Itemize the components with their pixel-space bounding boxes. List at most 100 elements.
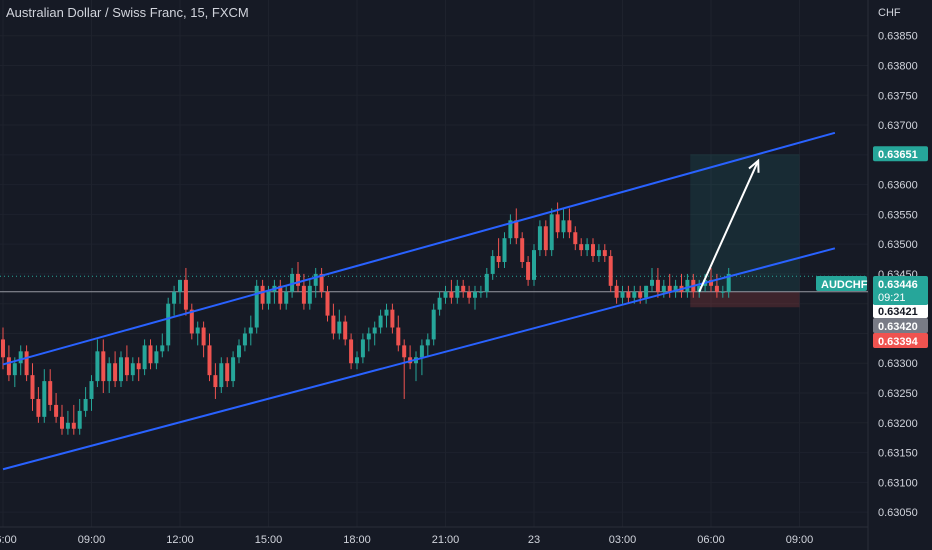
overlay xyxy=(698,158,760,293)
candle-body xyxy=(284,291,289,304)
candle-body xyxy=(614,285,619,298)
price-label-text: 0.63420 xyxy=(878,321,918,333)
price-tick-label: 0.63150 xyxy=(878,448,918,460)
time-tick-label: 09:00 xyxy=(786,534,814,546)
candle-body xyxy=(455,285,460,298)
candle-body xyxy=(443,291,448,298)
candle-body xyxy=(30,375,35,399)
candle-body xyxy=(726,273,731,292)
candle-body xyxy=(585,244,590,251)
time-tick-label: 23 xyxy=(528,534,540,546)
candle-body xyxy=(378,315,383,328)
candle-body xyxy=(608,256,613,286)
time-tick-label: 12:00 xyxy=(166,534,194,546)
candle-body xyxy=(473,291,477,298)
price-label-stop: 0.63394 xyxy=(873,333,928,348)
symbol-tag-text: AUDCHF xyxy=(821,279,868,291)
candle-body xyxy=(543,226,548,251)
candle-body xyxy=(325,291,330,316)
candles xyxy=(1,202,731,435)
candle-body xyxy=(650,279,654,286)
candle-body xyxy=(372,327,377,334)
candle-body xyxy=(83,398,88,411)
candle-body xyxy=(278,285,283,304)
price-tick-label: 0.63600 xyxy=(878,180,918,192)
target-zone xyxy=(690,154,800,292)
price-tick-label: 0.63850 xyxy=(878,31,918,43)
candle-body xyxy=(24,351,29,376)
current-price-text: 0.63446 xyxy=(878,279,918,291)
price-tick-label: 0.63500 xyxy=(878,239,918,251)
candle-body xyxy=(54,404,59,417)
candle-body xyxy=(195,327,200,334)
candle-body xyxy=(596,250,601,257)
candle-body xyxy=(42,381,47,417)
price-label-bg xyxy=(873,318,928,333)
candle-body xyxy=(655,279,660,292)
price-axis: CHF0.638500.638000.637500.637000.636500.… xyxy=(816,7,928,519)
price-label-bg xyxy=(873,303,928,318)
candle-body xyxy=(366,333,371,340)
price-tick-label: 0.63250 xyxy=(878,388,918,400)
candle-body xyxy=(331,315,336,334)
candle-body xyxy=(231,357,236,382)
candle-body xyxy=(437,297,442,310)
time-tick-label: 06:00 xyxy=(0,534,17,546)
candle-body xyxy=(225,363,230,382)
candle-body xyxy=(65,422,70,429)
candle-body xyxy=(537,226,542,251)
candle-body xyxy=(166,303,171,346)
candle-body xyxy=(154,351,159,364)
price-label-bg xyxy=(873,333,928,348)
candle-body xyxy=(490,256,495,274)
candle-body xyxy=(549,214,554,251)
candle-body xyxy=(343,321,348,340)
candle-body xyxy=(124,357,129,376)
candle-body xyxy=(119,357,123,382)
candle-body xyxy=(307,285,312,304)
candle-body xyxy=(419,345,424,358)
candle-body xyxy=(685,279,690,292)
candle-body xyxy=(602,250,607,257)
candle-body xyxy=(183,279,188,310)
price-label-reference: 0.63420 xyxy=(873,318,928,333)
candle-body xyxy=(349,339,354,364)
candle-body xyxy=(60,416,64,429)
candle-body xyxy=(467,291,472,298)
price-tick-label: 0.63750 xyxy=(878,90,918,102)
countdown-text: 09:21 xyxy=(878,292,906,304)
candle-body xyxy=(496,256,501,263)
candle-body xyxy=(136,363,141,370)
candle-body xyxy=(431,309,436,340)
price-label-bg xyxy=(873,146,928,162)
candle-body xyxy=(101,351,106,382)
candle-body xyxy=(709,279,713,286)
candle-body xyxy=(514,220,519,239)
candle-body xyxy=(561,220,566,233)
stop-zone xyxy=(690,291,800,308)
parallel-channel xyxy=(2,131,836,471)
price-tick-label: 0.63550 xyxy=(878,209,918,221)
candle-body xyxy=(661,285,666,292)
candle-body xyxy=(673,285,678,292)
candle-body xyxy=(667,285,672,292)
candle-body xyxy=(201,327,206,346)
candle-body xyxy=(107,363,112,382)
price-label-target: 0.63651 xyxy=(873,146,928,162)
candle-body xyxy=(189,309,194,334)
candle-body xyxy=(567,220,572,233)
candle-body xyxy=(260,285,265,304)
candle-body xyxy=(720,291,725,293)
price-tick-label: 0.63800 xyxy=(878,61,918,73)
candle-body xyxy=(355,357,359,364)
candle-body xyxy=(130,363,135,376)
candle-body xyxy=(484,273,489,292)
candle-body xyxy=(248,327,253,334)
candle-body xyxy=(254,285,259,328)
candle-body xyxy=(266,291,271,304)
candle-body xyxy=(508,220,513,239)
price-tick-label: 0.63300 xyxy=(878,358,918,370)
candle-body xyxy=(113,363,118,382)
candle-body xyxy=(71,422,76,429)
